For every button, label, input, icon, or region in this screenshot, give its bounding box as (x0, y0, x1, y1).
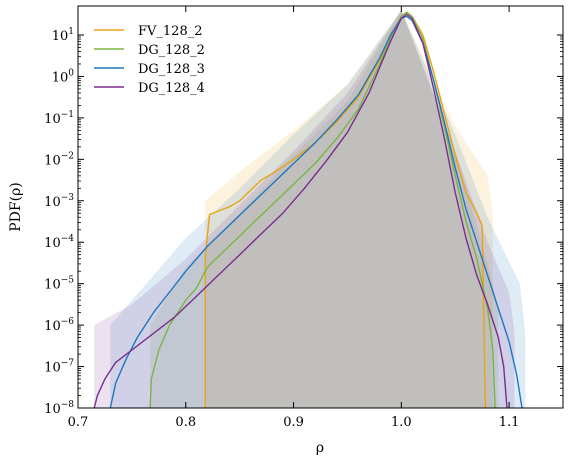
y-tick-label: 10−5 (44, 276, 74, 293)
x-tick-label: 0.8 (175, 415, 196, 430)
x-tick-label: 0.9 (283, 415, 304, 430)
y-tick-label: 10−6 (44, 317, 74, 334)
legend-entry: DG_128_4 (94, 81, 205, 96)
y-tick-label: 10−2 (44, 151, 74, 168)
x-axis-ticks: 0.7 0.8 0.9 1.0 1.1 (68, 6, 520, 430)
legend-label: DG_128_2 (138, 43, 205, 58)
series-line-dg-128-3 (109, 15, 523, 409)
y-tick-label: 10−8 (44, 400, 74, 417)
band-dg-128-3 (110, 10, 526, 408)
uncertainty-bands (94, 10, 526, 408)
y-tick-label: 10−3 (44, 193, 74, 210)
legend: FV_128_2 DG_128_2 DG_128_3 DG_128_4 (94, 24, 205, 96)
x-tick-label: 1.1 (499, 415, 520, 430)
legend-entry: DG_128_2 (94, 43, 205, 58)
y-tick-label: 10−4 (44, 234, 74, 251)
legend-entry: FV_128_2 (94, 24, 203, 39)
legend-label: DG_128_4 (138, 81, 205, 96)
y-tick-label: 101 (52, 27, 74, 44)
y-axis-label: PDF(ρ) (8, 182, 24, 232)
legend-label: FV_128_2 (138, 24, 203, 39)
series-line-fv-128-2 (204, 11, 487, 409)
x-axis-label: ρ (316, 440, 324, 456)
band-fv-128-2 (205, 10, 493, 408)
x-tick-label: 0.7 (68, 415, 89, 430)
band-dg-128-2 (150, 10, 499, 408)
y-tick-label: 100 (52, 68, 75, 85)
series-lines (93, 11, 523, 409)
y-tick-label: 10−1 (44, 110, 74, 127)
y-tick-label: 10−7 (44, 359, 74, 376)
band-dg-128-4 (94, 10, 515, 408)
series-line-dg-128-4 (93, 13, 508, 409)
series-line-dg-128-2 (149, 11, 496, 409)
legend-entry: DG_128_3 (94, 62, 205, 77)
x-tick-label: 1.0 (391, 415, 412, 430)
legend-label: DG_128_3 (138, 62, 205, 77)
y-axis-ticks: 101 100 10−1 10−2 10−3 10−4 10−5 10−6 10−7 10−8 (44, 27, 563, 417)
